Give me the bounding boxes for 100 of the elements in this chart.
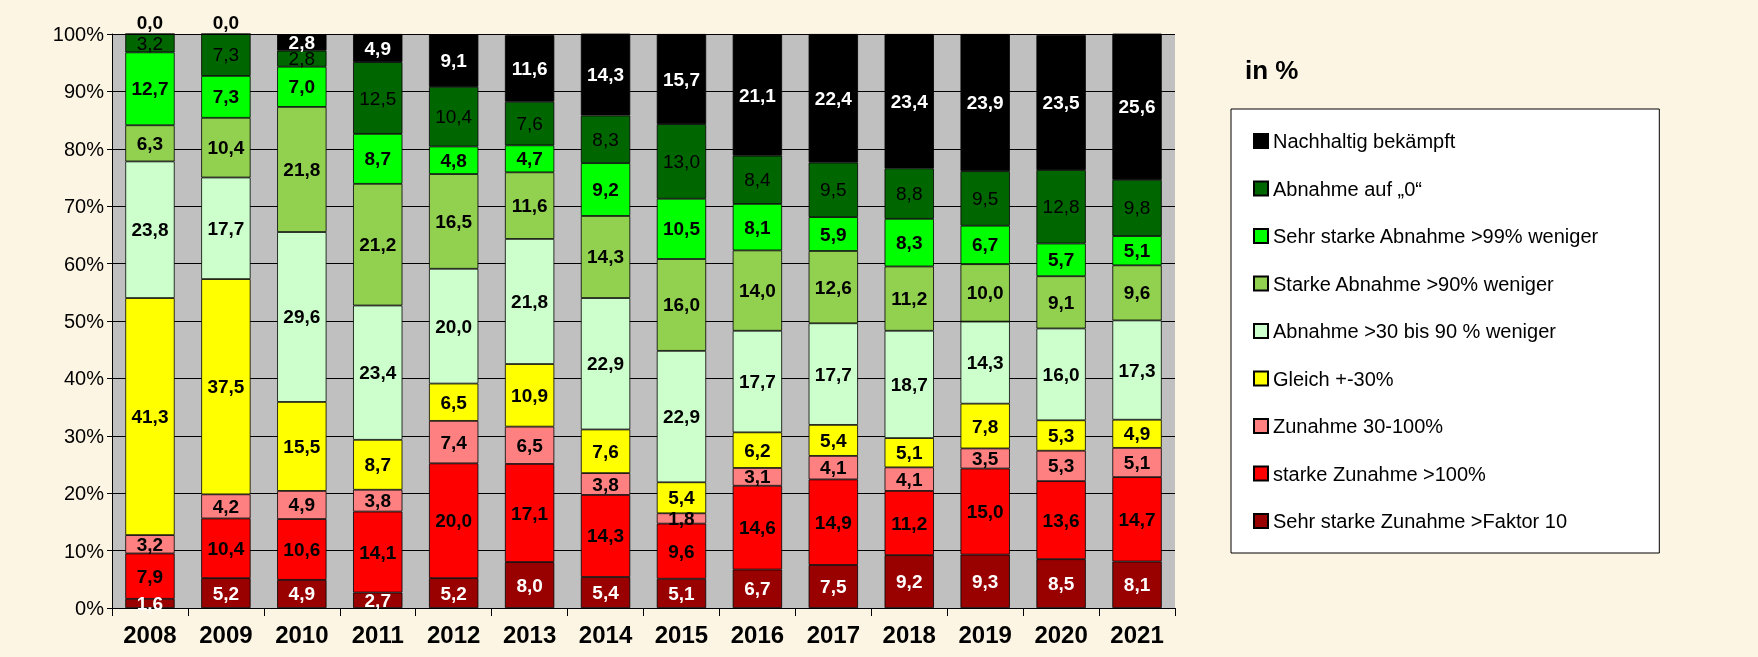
data-label: 7,8 <box>971 415 999 437</box>
data-label: 5,1 <box>896 442 923 464</box>
data-label: 22,9 <box>662 406 700 428</box>
data-label: 6,3 <box>136 132 164 154</box>
data-label: 14,1 <box>359 541 397 563</box>
legend-label: Abnahme >30 bis 90 % weniger <box>1273 320 1557 342</box>
data-label: 6,7 <box>744 578 771 600</box>
data-label: 3,5 <box>971 447 999 469</box>
data-label: 5,4 <box>668 487 696 509</box>
data-label: 5,1 <box>668 582 696 604</box>
data-label: 23,4 <box>890 90 929 112</box>
y-tick-label: 90% <box>63 80 105 103</box>
legend-label: Nachhaltig bekämpft <box>1273 130 1456 152</box>
x-tick-label: 2013 <box>502 620 557 648</box>
data-label: 4,1 <box>820 457 847 479</box>
data-label: 11,2 <box>891 288 928 310</box>
x-tick-label: 2012 <box>426 620 481 648</box>
data-label: 10,4 <box>207 137 245 159</box>
data-label: 14,6 <box>738 517 776 539</box>
legend-label: Gleich +-30% <box>1273 367 1394 390</box>
x-tick-label: 2014 <box>578 620 633 648</box>
data-label: 23,4 <box>359 362 397 384</box>
data-label: 9,6 <box>1123 282 1151 304</box>
x-tick-label: 2017 <box>806 620 861 648</box>
data-label: 3,2 <box>136 533 164 555</box>
data-label: 17,7 <box>738 371 776 393</box>
data-label: 15,0 <box>966 501 1004 523</box>
data-label: 6,2 <box>744 439 771 461</box>
y-tick-label: 20% <box>63 482 105 505</box>
legend-label: Abnahme auf „0“ <box>1273 177 1422 200</box>
y-tick-label: 80% <box>63 137 105 160</box>
data-label: 5,7 <box>1047 249 1075 271</box>
data-label: 6,7 <box>971 234 999 256</box>
data-label: 11,6 <box>511 57 548 79</box>
y-tick-label: 30% <box>63 424 105 447</box>
data-label: 5,2 <box>440 582 467 604</box>
data-label: 25,6 <box>1118 96 1156 118</box>
data-label: 9,5 <box>971 187 999 209</box>
data-label: 29,6 <box>283 306 321 328</box>
data-label: 5,1 <box>1123 451 1151 473</box>
data-label: 0,0 <box>212 11 240 33</box>
data-label: 4,1 <box>896 468 923 490</box>
data-label: 9,5 <box>820 179 847 201</box>
data-label: 9,2 <box>592 179 619 201</box>
data-label: 17,3 <box>1118 359 1156 381</box>
data-label: 7,5 <box>820 575 847 597</box>
data-label: 8,0 <box>516 574 543 596</box>
data-label: 14,0 <box>738 280 776 302</box>
data-label: 10,4 <box>207 537 245 559</box>
data-label: 7,6 <box>592 440 619 462</box>
data-label: 9,3 <box>971 570 999 592</box>
data-label: 12,6 <box>814 276 852 298</box>
data-label: 8,4 <box>744 169 772 191</box>
data-label: 41,3 <box>131 406 169 428</box>
data-label: 18,7 <box>890 373 928 395</box>
data-label: 20,0 <box>435 315 473 337</box>
legend-label: starke Zunahme >100% <box>1273 462 1487 485</box>
x-tick-label: 2020 <box>1034 620 1088 648</box>
y-tick-label: 70% <box>63 195 105 218</box>
legend-label: Zunahme 30-100% <box>1273 415 1444 437</box>
data-label: 5,4 <box>820 429 847 451</box>
x-tick-label: 2011 <box>351 620 404 648</box>
data-label: 14,3 <box>587 64 625 86</box>
data-label: 9,2 <box>896 571 923 593</box>
data-label: 5,1 <box>1123 240 1151 262</box>
data-label: 23,5 <box>1042 92 1081 114</box>
data-label: 5,3 <box>1047 425 1075 447</box>
data-label: 3,8 <box>592 473 619 495</box>
legend-label: Sehr starke Zunahme >Faktor 10 <box>1273 510 1568 532</box>
data-label: 9,6 <box>668 540 695 562</box>
data-label: 14,3 <box>587 246 625 268</box>
data-label: 4,2 <box>212 495 240 517</box>
data-label: 22,4 <box>814 87 853 109</box>
legend-label: Starke Abnahme >90% weniger <box>1273 272 1555 295</box>
data-label: 16,0 <box>662 294 700 316</box>
legend-label: Sehr starke Abnahme >99% weniger <box>1273 225 1599 247</box>
data-label: 20,0 <box>435 510 473 532</box>
x-tick-label: 2010 <box>275 620 329 648</box>
data-label: 4,9 <box>364 37 391 59</box>
data-label: 16,5 <box>435 210 473 232</box>
data-label: 17,1 <box>511 502 549 524</box>
data-label: 9,1 <box>1047 291 1075 313</box>
data-label: 8,3 <box>896 232 923 254</box>
data-label: 15,7 <box>662 68 700 90</box>
y-tick-label: 10% <box>63 539 105 562</box>
data-label: 7,3 <box>212 44 240 66</box>
data-label: 14,3 <box>966 352 1004 374</box>
data-label: 21,8 <box>283 158 321 180</box>
data-label: 12,7 <box>131 78 169 100</box>
data-label: 11,6 <box>511 195 548 217</box>
data-label: 3,1 <box>744 466 772 488</box>
data-label: 8,1 <box>744 216 772 238</box>
data-label: 8,8 <box>896 183 923 205</box>
data-label: 8,5 <box>1047 573 1075 595</box>
data-label: 2,7 <box>364 589 391 611</box>
data-label: 7,6 <box>516 113 543 135</box>
data-label: 5,4 <box>592 582 620 603</box>
y-tick-label: 60% <box>63 252 105 275</box>
data-label: 8,7 <box>364 454 391 476</box>
data-label: 4,9 <box>1123 423 1151 445</box>
